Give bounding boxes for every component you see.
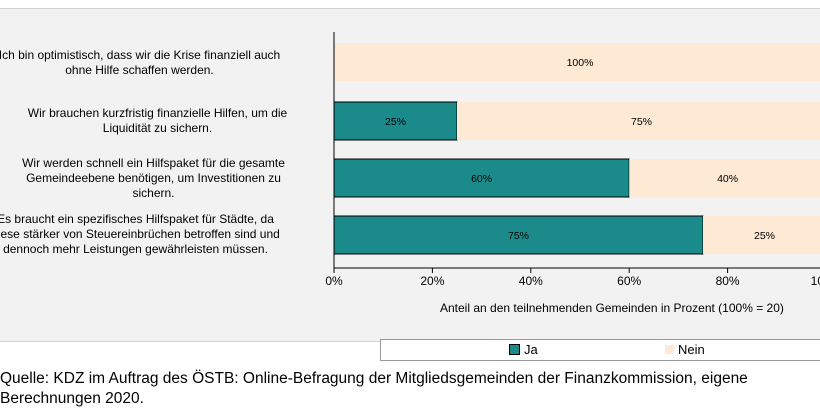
- data-label: 100%: [567, 57, 594, 69]
- legend-swatch-nein: [665, 345, 674, 354]
- x-tick-label: 40%: [519, 274, 543, 288]
- legend-swatch-ja: [509, 344, 520, 355]
- category-label: Ich bin optimistisch, dass wir die Krise…: [0, 48, 281, 77]
- bar-nein: [457, 102, 820, 140]
- x-tick-label: 20%: [420, 274, 444, 288]
- bar-ja: [333, 215, 704, 255]
- bar-chart: 0%100%25%75%60%40%75%25%0%20%40%60%80%10…: [325, 32, 820, 288]
- data-label: 25%: [754, 230, 775, 242]
- category-label: Wir werden schnell ein Hilfspaket für di…: [22, 156, 285, 200]
- category-label: Es braucht ein spezifisches Hilfspaket f…: [0, 212, 280, 256]
- data-label: 40%: [717, 173, 738, 185]
- category-label: Wir brauchen kurzfristig finanzielle Hil…: [27, 106, 288, 135]
- bar-ja: [333, 158, 630, 198]
- x-tick-label: 0%: [325, 274, 343, 288]
- x-tick-label: 60%: [617, 274, 641, 288]
- legend-item-nein: Nein: [665, 342, 705, 357]
- x-tick-label: 100%: [811, 274, 820, 288]
- data-label: 75%: [631, 116, 652, 128]
- data-label: 60%: [471, 173, 492, 185]
- bar-nein: [334, 43, 820, 81]
- data-label: 25%: [385, 116, 406, 128]
- legend: Ja Nein: [380, 339, 820, 361]
- bar-nein: [703, 216, 820, 254]
- bar-ja: [333, 101, 458, 141]
- bar-nein: [629, 159, 820, 197]
- legend-label-ja: Ja: [524, 342, 538, 357]
- legend-item-ja: Ja: [509, 342, 538, 357]
- x-axis-label: Anteil an den teilnehmenden Gemeinden in…: [440, 301, 784, 315]
- x-tick-label: 80%: [716, 274, 740, 288]
- data-label: 75%: [508, 230, 529, 242]
- legend-label-nein: Nein: [678, 342, 705, 357]
- source-caption: Quelle: KDZ im Auftrag des ÖSTB: Online-…: [0, 370, 748, 407]
